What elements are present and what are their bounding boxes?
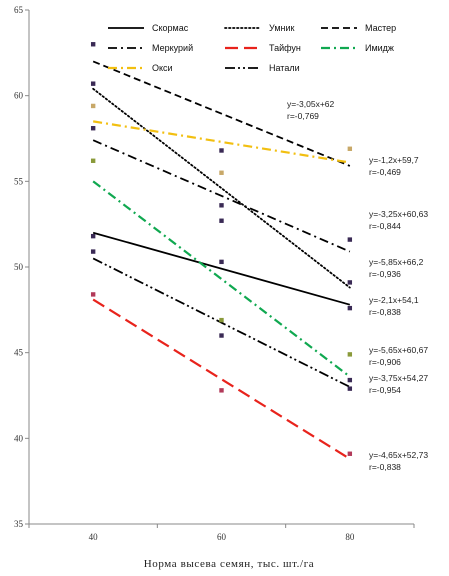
data-point-6-1 [90, 158, 96, 163]
equation-label: y=-5,65x+60,67 [369, 345, 428, 355]
data-point-3-2 [219, 203, 224, 208]
x-tick-label: 40 [89, 532, 99, 542]
data-point-4-3 [347, 377, 353, 383]
equation-label: y=-2,1x+54,1 [369, 295, 419, 305]
data-point-7-1 [90, 103, 96, 109]
data-point-3-3 [347, 237, 353, 242]
data-point-4-1 [90, 126, 96, 131]
legend-label: Натали [269, 63, 300, 73]
data-point-3-1 [90, 42, 96, 47]
x-tick-label: 60 [217, 532, 227, 542]
equation-annotations: y=-3,05x+62 r=-0,769 y=-1,2x+59,7 r=-0,469 y… [287, 99, 428, 472]
data-point-2-3 [347, 280, 353, 285]
data-point-8-1 [90, 249, 96, 254]
correlation-label: r=-0,906 [369, 357, 401, 367]
trend-line-3 [92, 60, 351, 167]
data-point-8-2 [219, 333, 224, 338]
axes: 35 40 45 50 55 60 65 40 60 80 [14, 5, 415, 542]
equation-label: y=-1,2x+59,7 [369, 155, 419, 165]
legend: Скормас Умник Мастер Меркурий Тайфун Имидж Окс… [108, 23, 396, 73]
x-tick-label: 80 [345, 532, 355, 542]
data-point-4-2 [219, 218, 224, 223]
data-points [90, 42, 353, 456]
legend-label: Скормас [152, 23, 189, 33]
trend-line-7 [92, 120, 351, 164]
data-point-7-3 [347, 146, 353, 151]
data-point-1-1 [90, 233, 96, 239]
legend-label: Меркурий [152, 43, 193, 53]
y-tick-label: 45 [14, 348, 24, 358]
data-point-6-2 [219, 317, 224, 323]
correlation-label: r=-0,838 [369, 307, 401, 317]
data-point-2-2 [219, 148, 224, 153]
trend-lines [92, 60, 351, 460]
data-point-6-3 [347, 352, 353, 357]
correlation-label: r=-0,936 [369, 269, 401, 279]
y-tick-label: 40 [14, 433, 24, 443]
trend-line-5 [92, 298, 351, 460]
data-point-5-1 [90, 292, 96, 297]
data-point-7-2 [219, 170, 224, 175]
trend-line-6 [92, 180, 351, 378]
equation-label: y=-5,85x+66,2 [369, 257, 424, 267]
y-tick-label: 65 [14, 5, 24, 15]
equation-label: y=-3,75x+54,27 [369, 373, 428, 383]
data-point-2-1 [90, 81, 96, 86]
data-point-1-2 [219, 259, 224, 265]
legend-label: Тайфун [269, 43, 301, 53]
y-tick-label: 60 [14, 91, 24, 101]
x-axis-label: Норма высева семян, тыс. шт./га [144, 558, 315, 570]
correlation-label: r=-0,954 [369, 385, 401, 395]
equation-label: y=-4,65x+52,73 [369, 450, 428, 460]
correlation-label: r=-0,844 [369, 221, 401, 231]
data-point-8-3 [347, 386, 353, 391]
equation-label: y=-3,05x+62 [287, 99, 335, 109]
trend-line-4 [92, 139, 351, 253]
correlation-label: r=-0,469 [369, 167, 401, 177]
legend-label: Мастер [365, 23, 396, 33]
y-tick-label: 50 [14, 262, 24, 272]
equation-label: y=-3,25x+60,63 [369, 209, 428, 219]
correlation-label: r=-0,769 [287, 111, 319, 121]
trend-line-1 [92, 231, 351, 306]
y-tick-label: 35 [14, 519, 24, 529]
legend-label: Имидж [365, 43, 394, 53]
data-point-5-2 [219, 388, 224, 393]
trend-line-8 [92, 257, 351, 388]
trend-line-2 [92, 87, 351, 289]
data-point-5-3 [347, 451, 353, 456]
correlation-label: r=-0,838 [369, 462, 401, 472]
legend-label: Окси [152, 63, 173, 73]
data-point-1-3 [347, 305, 353, 311]
y-tick-label: 55 [14, 176, 24, 186]
legend-label: Умник [269, 23, 294, 33]
